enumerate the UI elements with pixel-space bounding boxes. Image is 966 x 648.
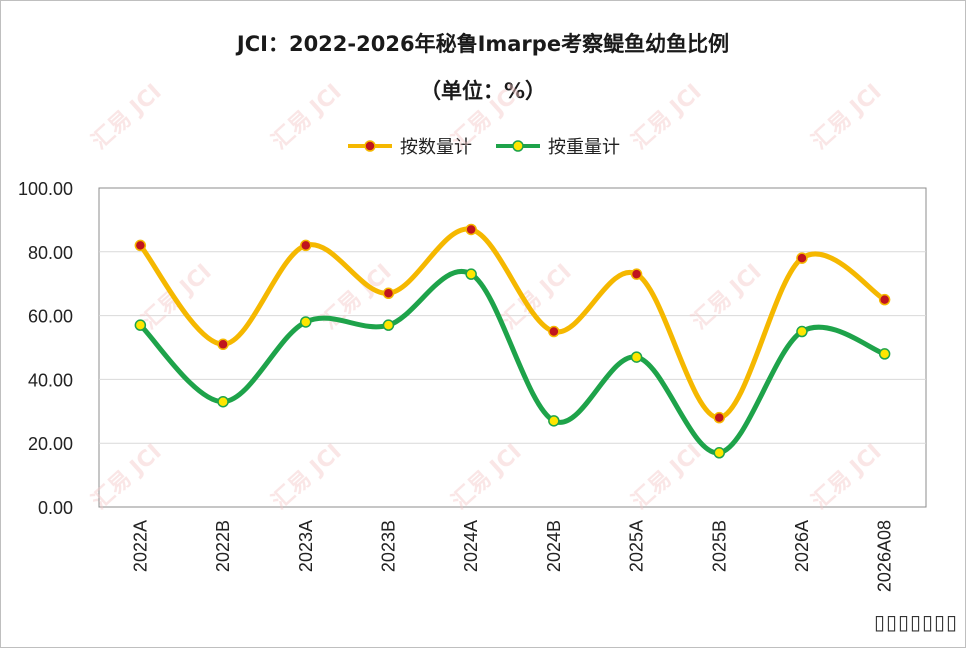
data-point-series-1[interactable] bbox=[134, 239, 147, 252]
data-point-series-1[interactable] bbox=[630, 268, 643, 280]
legend-label-series-2: 按重量计 bbox=[548, 137, 620, 158]
legend-swatch-series-1 bbox=[348, 140, 392, 152]
x-tick-label: 2022B bbox=[213, 520, 233, 572]
x-tick-label: 2025A bbox=[627, 520, 647, 572]
x-tick-label: 2022A bbox=[130, 520, 150, 572]
watermark-logo: 汇易 JCI bbox=[267, 80, 346, 155]
data-point-series-2[interactable] bbox=[465, 268, 477, 280]
data-point-series-2[interactable] bbox=[300, 316, 312, 328]
y-tick-label: 60.00 bbox=[28, 307, 73, 327]
corner-watermark: ▯▯▯▯▯▯▯ bbox=[873, 610, 958, 634]
data-point-series-2[interactable] bbox=[217, 395, 229, 408]
watermark-logo: 汇易 JCI bbox=[807, 80, 886, 155]
chart-subtitle: （单位：%） bbox=[419, 79, 547, 103]
data-point-series-2[interactable] bbox=[796, 325, 808, 338]
x-tick-label: 2024B bbox=[544, 520, 564, 572]
y-tick-label: 100.00 bbox=[18, 179, 73, 199]
watermark-logo: 汇易 JCI bbox=[627, 80, 706, 155]
series-line-2 bbox=[137, 269, 888, 456]
legend: 按数量计 按重量计 bbox=[0, 133, 966, 159]
x-tick-label: 2024A bbox=[461, 520, 481, 572]
data-point-series-2[interactable] bbox=[134, 319, 147, 331]
legend-swatch-series-2 bbox=[496, 140, 540, 152]
y-tick-label: 40.00 bbox=[28, 370, 73, 390]
x-tick-label: 2025B bbox=[709, 520, 729, 572]
series-line-1 bbox=[137, 226, 888, 421]
data-point-series-1[interactable] bbox=[548, 325, 560, 338]
data-point-series-1[interactable] bbox=[465, 223, 477, 236]
data-point-series-1[interactable] bbox=[300, 239, 312, 252]
watermark-logo: 汇易 JCI bbox=[447, 80, 526, 155]
chart-title: JCI：2022-2026年秘鲁Imarpe考察鳀鱼幼鱼比例 bbox=[236, 32, 730, 56]
data-point-series-1[interactable] bbox=[878, 293, 891, 306]
data-point-series-2[interactable] bbox=[713, 447, 725, 459]
data-point-series-1[interactable] bbox=[713, 411, 725, 424]
data-point-series-2[interactable] bbox=[382, 319, 395, 331]
y-tick-label: 80.00 bbox=[28, 243, 73, 263]
data-point-series-2[interactable] bbox=[630, 351, 643, 363]
x-tick-label: 2026A bbox=[792, 520, 812, 572]
data-point-series-1[interactable] bbox=[796, 252, 808, 264]
legend-item-series-2[interactable]: 按重量计 bbox=[494, 133, 620, 159]
watermark-logo: 汇易 JCI bbox=[87, 80, 166, 155]
data-point-series-2[interactable] bbox=[878, 348, 891, 360]
legend-item-series-1[interactable]: 按数量计 bbox=[346, 133, 472, 159]
legend-label-series-1: 按数量计 bbox=[400, 137, 472, 158]
data-point-series-1[interactable] bbox=[382, 287, 395, 300]
x-tick-label: 2023B bbox=[378, 520, 398, 572]
data-point-series-2[interactable] bbox=[548, 415, 560, 427]
y-tick-label: 20.00 bbox=[28, 434, 73, 454]
x-tick-label: 2026A08 bbox=[875, 520, 895, 592]
data-point-series-1[interactable] bbox=[217, 338, 229, 351]
x-tick-label: 2023A bbox=[296, 520, 316, 572]
y-tick-label: 0.00 bbox=[38, 498, 73, 518]
